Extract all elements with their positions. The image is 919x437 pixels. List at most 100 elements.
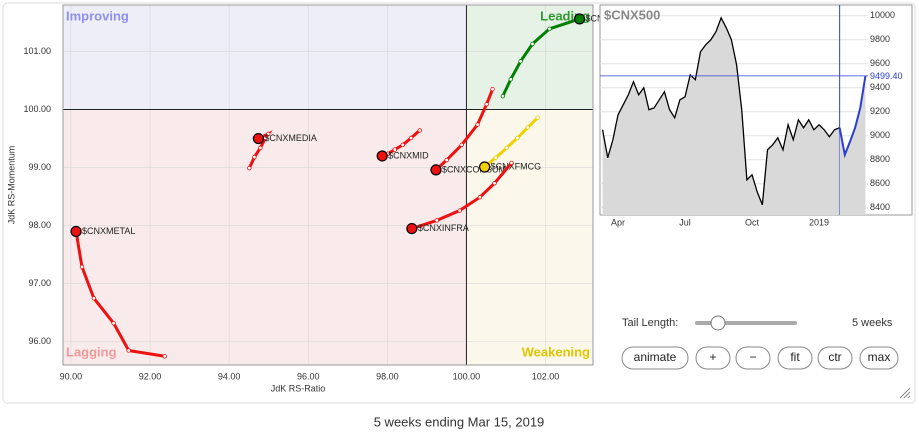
- button-shape[interactable]: [859, 346, 899, 370]
- button[interactable]: −: [735, 346, 771, 370]
- head-point[interactable]: [430, 164, 442, 176]
- series-label: $CNXCONSUM: [442, 164, 506, 174]
- tail-point[interactable]: [457, 208, 462, 213]
- tail-point[interactable]: [247, 165, 252, 171]
- head-point[interactable]: [252, 132, 264, 145]
- tail-point[interactable]: [252, 154, 257, 160]
- tail-point[interactable]: [111, 320, 116, 326]
- x-tick-label: 2019: [809, 217, 829, 227]
- button[interactable]: ctr: [817, 346, 853, 370]
- series-label: $CNXFMCG: [491, 161, 542, 171]
- x-tick-label: 94.00: [218, 371, 241, 381]
- tail-point[interactable]: [266, 131, 271, 137]
- series-label: $CNXMEDIA: [264, 133, 317, 143]
- tail-point[interactable]: [408, 135, 414, 141]
- button-label[interactable]: fit: [790, 350, 800, 364]
- area: [602, 17, 840, 216]
- slider-thumb[interactable]: [710, 315, 726, 331]
- tail: [74, 231, 165, 358]
- head-point[interactable]: [479, 161, 491, 173]
- button-shape[interactable]: [695, 346, 731, 370]
- y-tick-label: 98.00: [28, 220, 51, 230]
- y-tick-label: 8600: [870, 178, 890, 188]
- quadrant: [63, 109, 467, 365]
- tail-point[interactable]: [530, 41, 535, 47]
- tail-point[interactable]: [477, 194, 483, 200]
- y-tick-label: 97.00: [28, 278, 51, 288]
- y-tick-label: 96.00: [28, 336, 51, 346]
- tail-point[interactable]: [434, 218, 439, 223]
- button-label[interactable]: −: [749, 350, 756, 364]
- button-shape[interactable]: [817, 346, 853, 370]
- y-tick-label: 9000: [870, 130, 890, 140]
- button-label[interactable]: ctr: [828, 350, 841, 364]
- tail-point[interactable]: [392, 147, 398, 152]
- y-tick-label: 9800: [870, 34, 890, 44]
- area: [839, 75, 866, 215]
- button-label[interactable]: +: [709, 350, 716, 364]
- price-line: [838, 75, 867, 159]
- quadrant-label: Lagging: [66, 344, 117, 359]
- button[interactable]: +: [695, 346, 731, 370]
- y-tick-label: 10000: [870, 10, 895, 20]
- x-tick-label: 102.00: [532, 371, 560, 381]
- button[interactable]: animate: [621, 346, 689, 370]
- button[interactable]: fit: [777, 346, 813, 370]
- y-axis-label: JdK RS-Momentum: [6, 146, 16, 225]
- button-shape[interactable]: [621, 346, 689, 370]
- button-label[interactable]: animate: [634, 350, 677, 364]
- x-tick-label: Apr: [611, 217, 625, 227]
- head-point[interactable]: [70, 225, 82, 238]
- tail: [483, 116, 539, 169]
- quadrant-label: Improving: [66, 8, 129, 23]
- x-tick-label: 90.00: [60, 371, 83, 381]
- tail-point[interactable]: [258, 145, 263, 151]
- tail-point[interactable]: [492, 181, 497, 186]
- tail-point[interactable]: [417, 128, 422, 133]
- tail-point[interactable]: [504, 145, 509, 151]
- x-axis-label: JdK RS-Ratio: [271, 383, 326, 393]
- quadrant-label: Weakening: [522, 344, 590, 359]
- button-shape[interactable]: [777, 346, 813, 370]
- x-tick-label: Jul: [679, 217, 691, 227]
- button-label[interactable]: max: [868, 350, 891, 364]
- tail-point[interactable]: [508, 77, 513, 82]
- tail: [501, 17, 581, 97]
- y-tick-label: 9200: [870, 106, 890, 116]
- tail: [411, 161, 513, 230]
- tail-point[interactable]: [518, 59, 523, 64]
- y-tick-label: 101.00: [23, 46, 51, 56]
- tail-point[interactable]: [400, 142, 405, 148]
- tail-point[interactable]: [500, 93, 506, 99]
- tail-point[interactable]: [459, 142, 464, 148]
- head-point[interactable]: [376, 150, 388, 162]
- tail-point[interactable]: [126, 348, 131, 353]
- series-label: $CNXINFRA: [418, 223, 469, 233]
- tail-point[interactable]: [547, 26, 552, 32]
- tail-point[interactable]: [444, 157, 449, 163]
- tail-point[interactable]: [475, 122, 480, 127]
- tail-point[interactable]: [493, 155, 498, 160]
- tail-point[interactable]: [515, 135, 520, 141]
- tail-point[interactable]: [535, 115, 540, 120]
- button-shape[interactable]: [735, 346, 771, 370]
- quadrant: [466, 109, 593, 365]
- button[interactable]: max: [859, 346, 899, 370]
- tail-point[interactable]: [509, 160, 514, 166]
- caption: 5 weeks ending Mar 15, 2019: [374, 414, 545, 429]
- y-tick-label: 9600: [870, 58, 890, 68]
- tail-length-label: Tail Length:: [622, 317, 678, 329]
- x-tick-label: 96.00: [297, 371, 320, 381]
- head-point[interactable]: [406, 222, 418, 235]
- tail-point[interactable]: [525, 125, 530, 130]
- current-label: 9499.40: [870, 71, 903, 81]
- tail-point[interactable]: [91, 296, 97, 301]
- head-point[interactable]: [573, 13, 586, 25]
- tail-point[interactable]: [484, 102, 489, 107]
- tail-point[interactable]: [79, 264, 85, 270]
- tail: [434, 88, 494, 172]
- tail-point[interactable]: [490, 86, 495, 92]
- tail-point[interactable]: [162, 354, 167, 359]
- x-tick-label: 98.00: [376, 371, 399, 381]
- price-line: [601, 16, 840, 206]
